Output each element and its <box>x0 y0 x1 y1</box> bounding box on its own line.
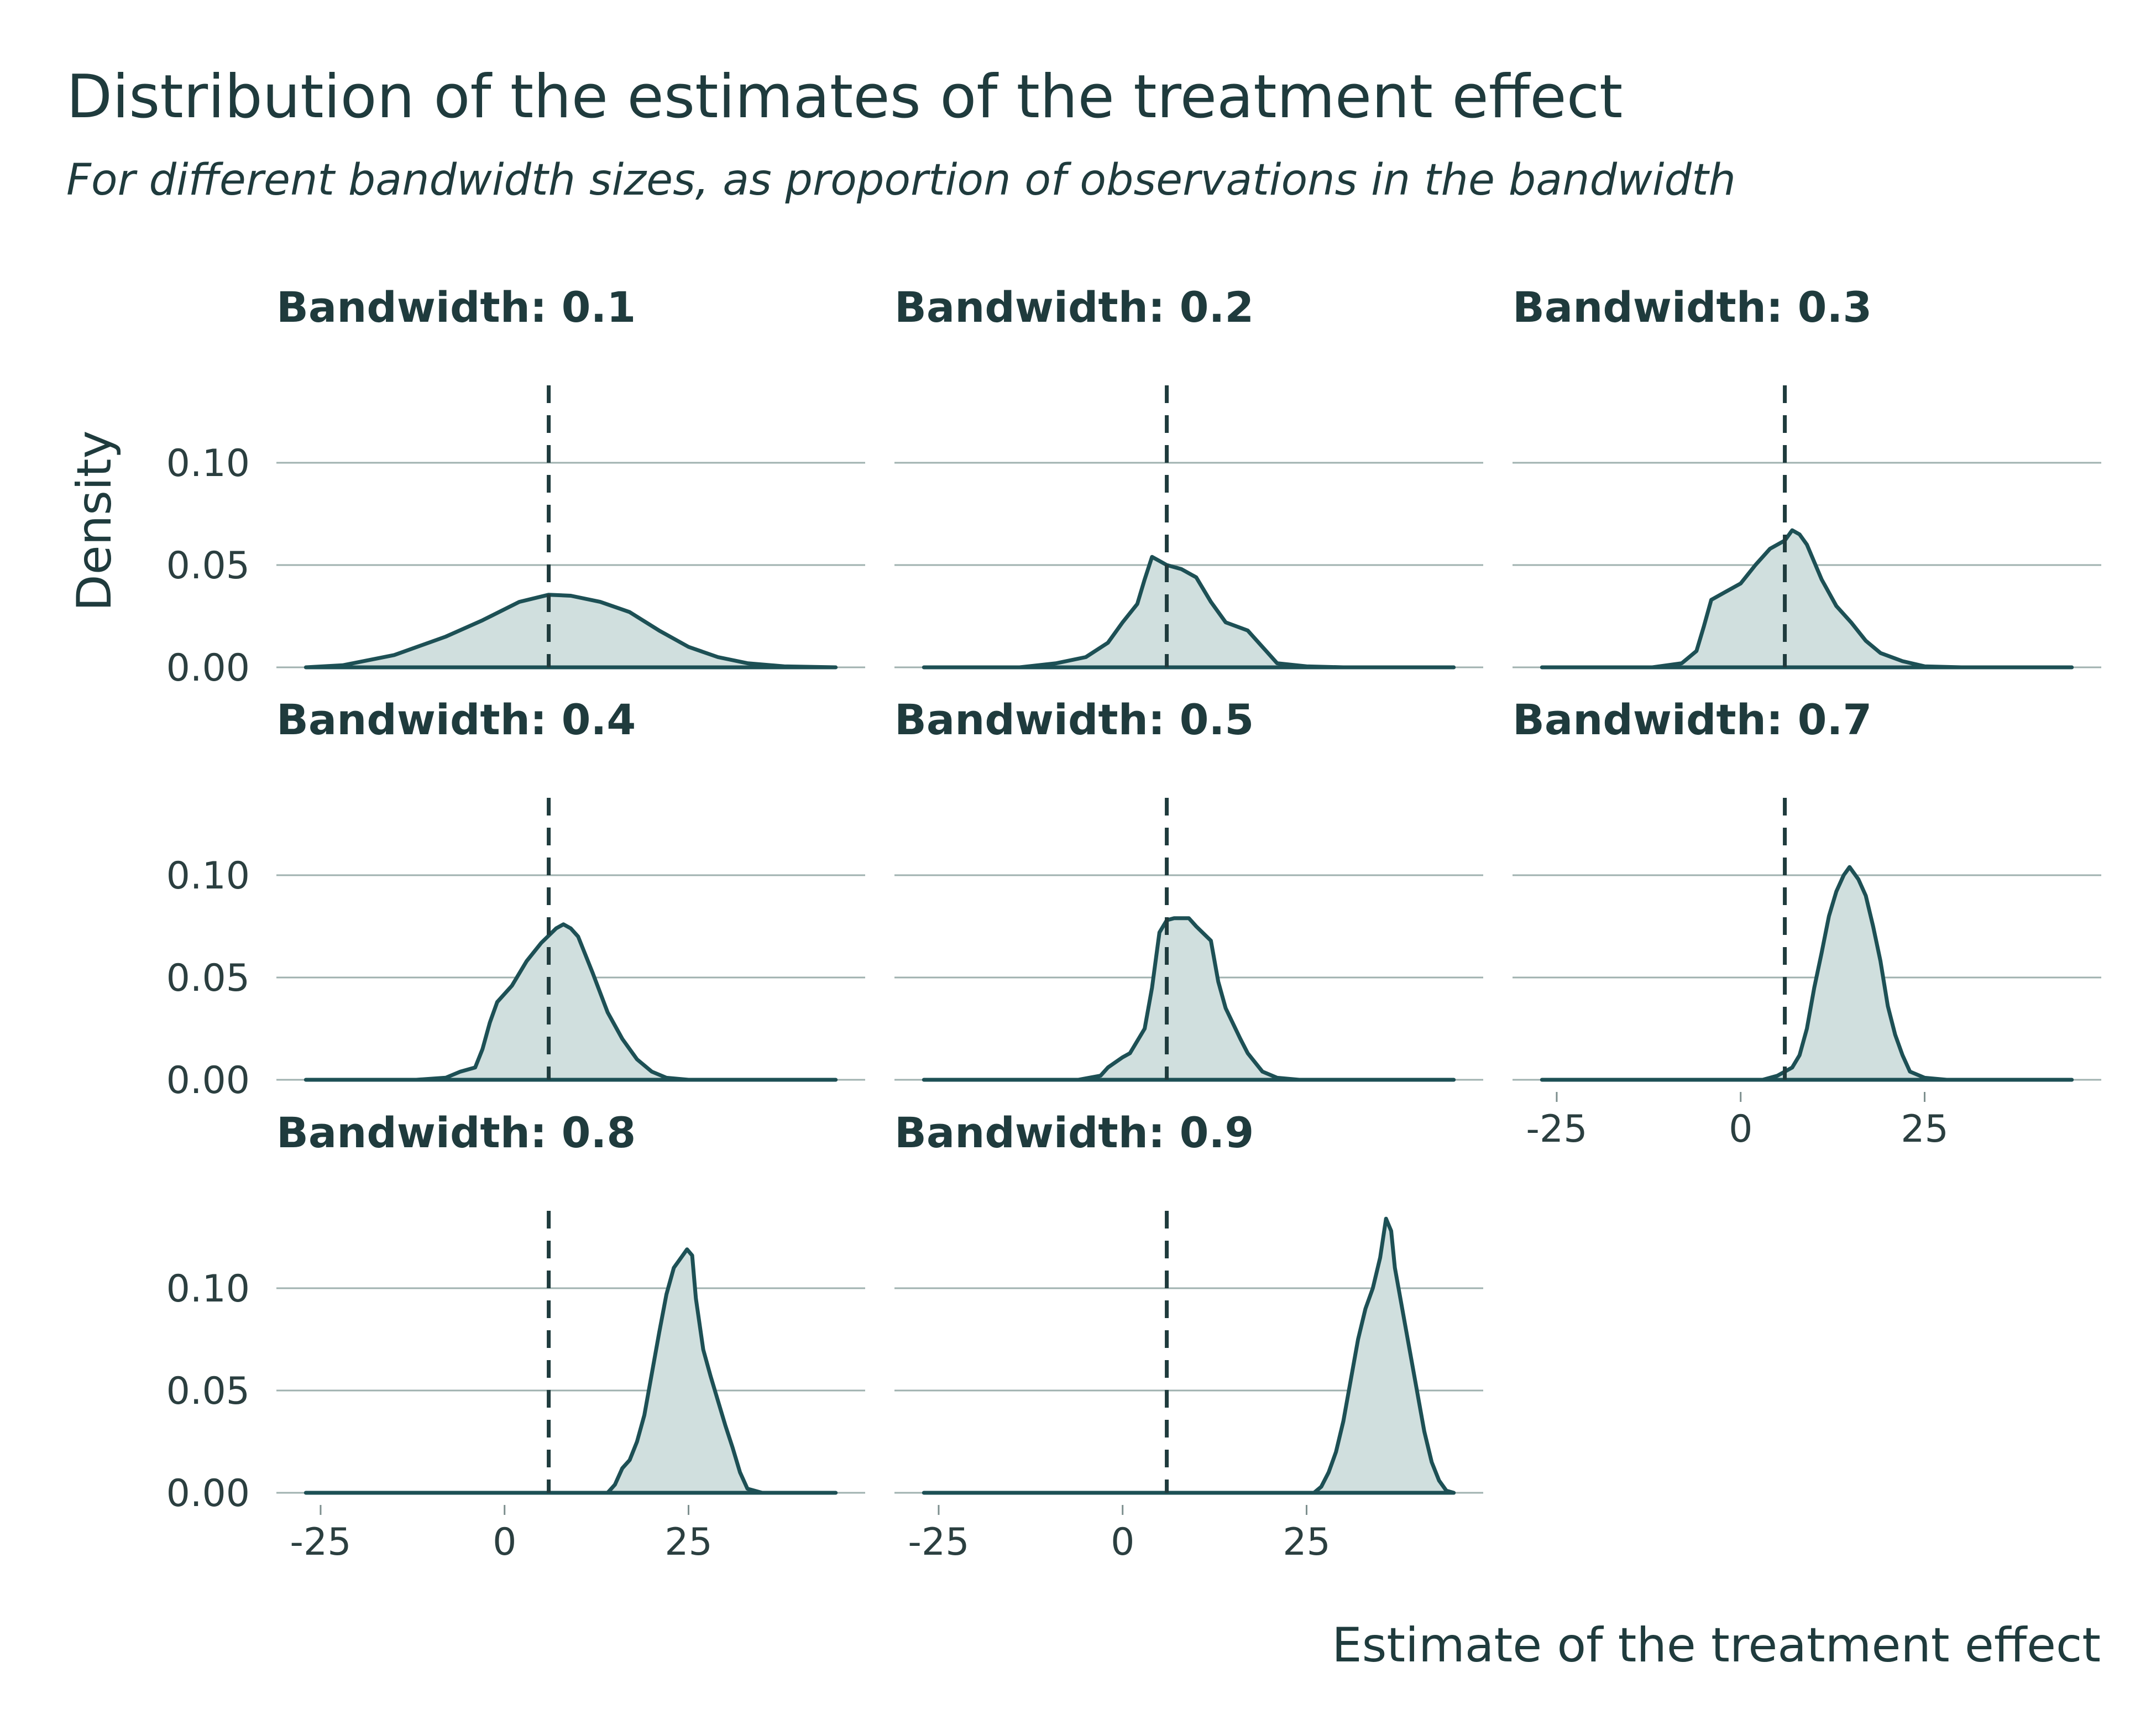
density-curve <box>1540 865 2074 1082</box>
y-axis-title: Density <box>67 431 122 611</box>
density-curve <box>922 1216 1456 1495</box>
y-tick-label: 0.10 <box>166 1267 250 1311</box>
facet-panel: Bandwidth: 0.3 <box>1513 283 2101 670</box>
x-tick-label: 25 <box>664 1520 713 1564</box>
density-curve <box>1540 528 2074 670</box>
facet-panel: Bandwidth: 0.9 -25 0 25 <box>894 1108 1483 1564</box>
facet-panel: Bandwidth: 0.4 0.00 0.05 0.10 <box>166 695 865 1102</box>
facet-panel: Bandwidth: 0.7 -25 0 25 <box>1513 695 2101 1151</box>
y-tick-label: 0.10 <box>166 854 250 898</box>
facet-strip-label: Bandwidth: 0.1 <box>276 283 636 332</box>
x-tick-label: 0 <box>1729 1107 1752 1151</box>
x-tick-label: 0 <box>493 1520 516 1564</box>
facet-strip-label: Bandwidth: 0.2 <box>894 283 1254 332</box>
y-tick-label: 0.10 <box>166 442 250 485</box>
density-curve <box>303 593 838 670</box>
facet-strip-label: Bandwidth: 0.3 <box>1513 283 1872 332</box>
density-curve <box>922 916 1456 1082</box>
facet-panel: Bandwidth: 0.5 <box>894 695 1483 1082</box>
facet-strip-label: Bandwidth: 0.7 <box>1513 695 1872 744</box>
x-tick-label: -25 <box>290 1520 351 1564</box>
y-tick-label: 0.05 <box>166 544 250 588</box>
facet-panel: Bandwidth: 0.8 0.00 0.05 0.10 -25 0 25 <box>166 1108 865 1564</box>
y-tick-label: 0.00 <box>166 1059 250 1102</box>
x-tick-label: 25 <box>1283 1520 1331 1564</box>
chart-title: Distribution of the estimates of the tre… <box>66 62 1623 132</box>
y-tick-label: 0.00 <box>166 646 250 690</box>
density-curve <box>303 922 838 1082</box>
y-tick-label: 0.05 <box>166 1369 250 1413</box>
x-tick-label: 25 <box>1901 1107 1949 1151</box>
facet-strip-label: Bandwidth: 0.4 <box>276 695 636 744</box>
x-tick-label: -25 <box>908 1520 969 1564</box>
facet-strip-label: Bandwidth: 0.5 <box>894 695 1254 744</box>
x-tick-label: 0 <box>1111 1520 1134 1564</box>
density-curve <box>303 1247 838 1495</box>
density-curve <box>922 555 1456 670</box>
y-tick-label: 0.05 <box>166 956 250 1000</box>
facet-strip-label: Bandwidth: 0.8 <box>276 1108 636 1157</box>
chart-subtitle: For different bandwidth sizes, as propor… <box>66 155 1736 205</box>
facet-panels: Bandwidth: 0.1 0.00 0.05 0.10 Bandwidth: 0.2… <box>166 283 2101 1564</box>
facet-strip-label: Bandwidth: 0.9 <box>894 1108 1254 1157</box>
facet-panel: Bandwidth: 0.2 <box>894 283 1483 670</box>
facet-panel: Bandwidth: 0.1 0.00 0.05 0.10 <box>166 283 865 690</box>
y-tick-label: 0.00 <box>166 1472 250 1515</box>
x-axis-title: Estimate of the treatment effect <box>1332 1618 2101 1673</box>
x-tick-label: -25 <box>1526 1107 1587 1151</box>
